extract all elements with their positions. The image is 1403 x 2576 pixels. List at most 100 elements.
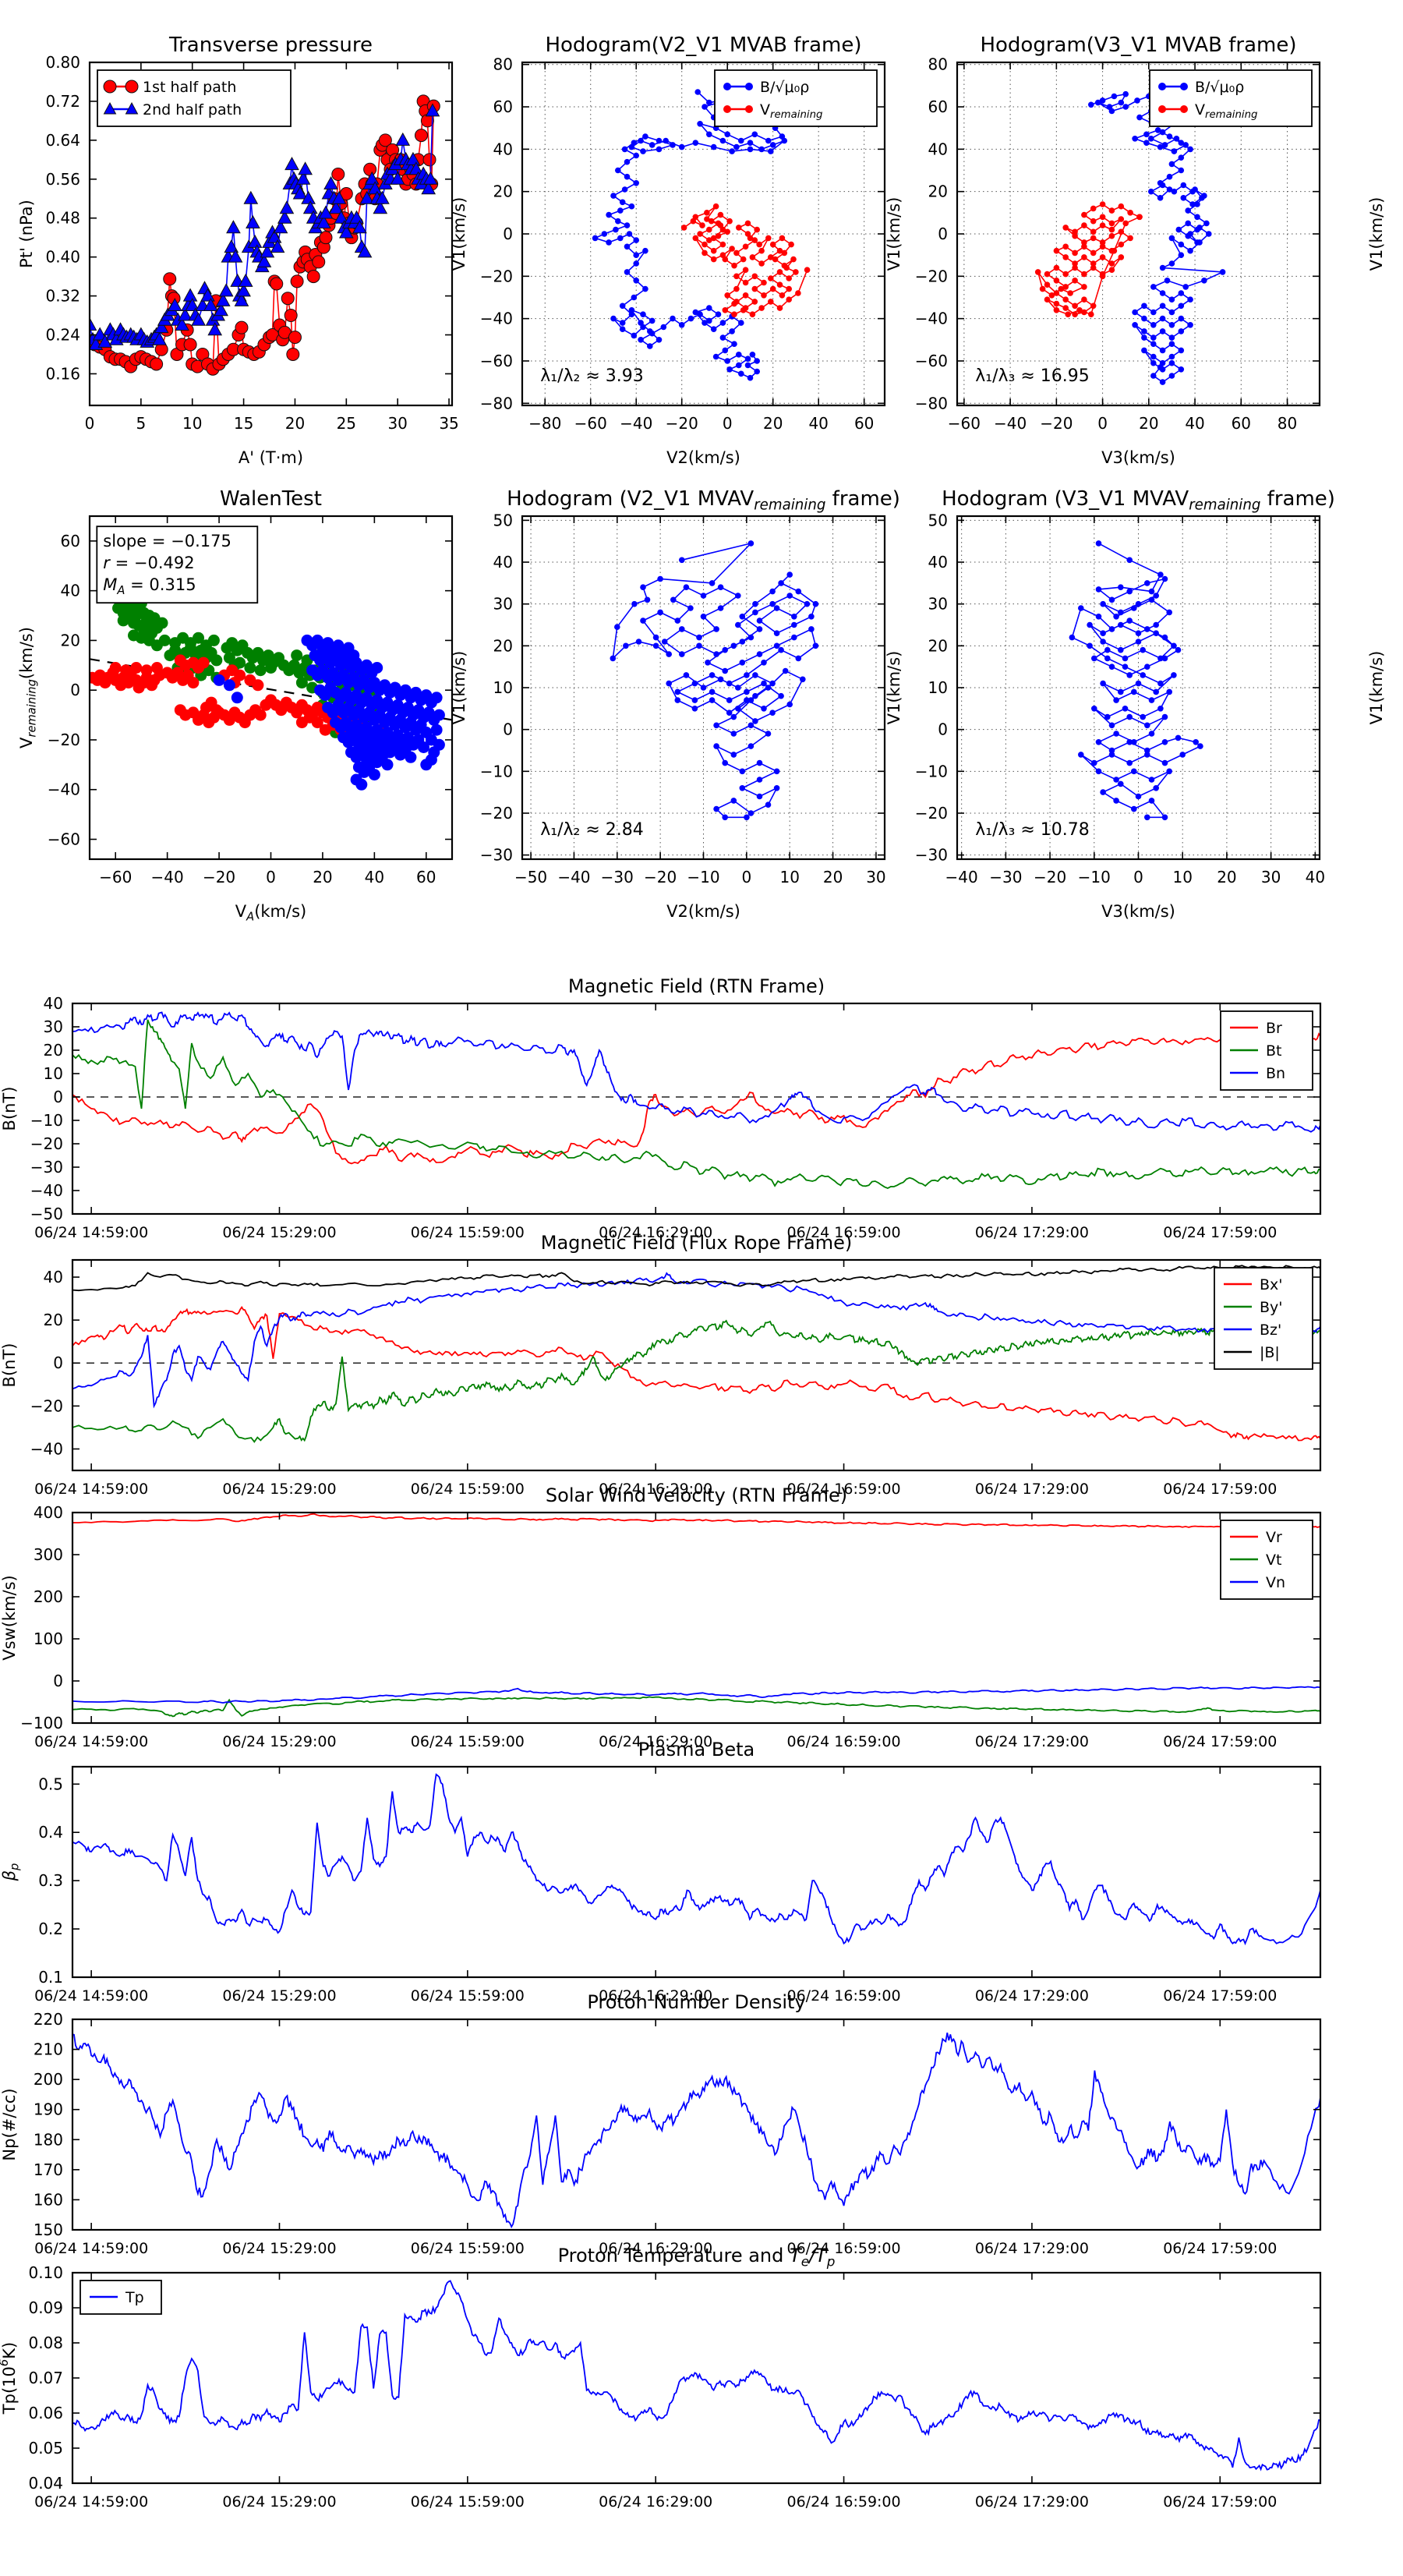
triangle-marker xyxy=(277,210,292,224)
ytick-label: −40 xyxy=(30,1181,63,1200)
legend-label-2: Bz' xyxy=(1260,1322,1281,1339)
ytick-label: 40 xyxy=(493,140,513,158)
point xyxy=(740,256,747,263)
point xyxy=(726,366,733,373)
point xyxy=(729,246,735,252)
point xyxy=(1090,218,1097,225)
point xyxy=(786,571,793,578)
point xyxy=(726,709,733,716)
circle-marker xyxy=(288,331,302,345)
xtick-label: 06/24 17:59:00 xyxy=(1163,1987,1277,2005)
point xyxy=(1118,254,1125,260)
ytick-label: 0.16 xyxy=(45,364,80,383)
triangle-marker xyxy=(357,244,373,258)
circle-marker xyxy=(312,255,326,269)
ytick-label: 40 xyxy=(61,582,80,600)
xtick-label: 20 xyxy=(285,414,305,433)
b_rtn-ylabel: B(nT) xyxy=(0,1087,19,1131)
point xyxy=(640,617,646,624)
point xyxy=(1150,322,1157,328)
point xyxy=(1219,269,1226,275)
ytick-label: 10 xyxy=(493,678,513,697)
xtick-label: 06/24 16:29:00 xyxy=(599,1733,712,1750)
point xyxy=(1159,129,1166,136)
point xyxy=(1090,228,1097,235)
point xyxy=(1091,655,1097,662)
point xyxy=(739,660,746,666)
point xyxy=(776,247,783,254)
point xyxy=(405,751,417,763)
point xyxy=(628,311,635,318)
point xyxy=(674,697,681,703)
ytick-label: 20 xyxy=(928,636,948,655)
ytick-label: −30 xyxy=(30,1158,63,1177)
ytick-label: 40 xyxy=(493,553,513,571)
triangle-marker xyxy=(375,190,390,204)
point xyxy=(812,600,819,607)
xtick-label: 06/24 14:59:00 xyxy=(34,2493,148,2511)
point xyxy=(1136,214,1143,221)
point xyxy=(1081,222,1087,228)
xtick-label: 06/24 14:59:00 xyxy=(34,1481,148,1498)
point xyxy=(751,273,758,280)
point xyxy=(729,148,735,154)
annotation-line-0: slope = −0.175 xyxy=(103,532,231,550)
vsw-ylabel: Vsw(km/s) xyxy=(0,1575,19,1661)
point xyxy=(1180,182,1187,189)
point xyxy=(719,241,726,248)
xtick-label: 06/24 15:29:00 xyxy=(222,1987,336,2005)
triangle-marker xyxy=(373,200,388,214)
point xyxy=(1132,136,1138,142)
point xyxy=(1072,303,1078,310)
point xyxy=(1187,296,1193,303)
legend-label-0: Vr xyxy=(1266,1529,1282,1546)
point xyxy=(713,626,719,632)
panel-np: 06/24 14:59:00 06/24 15:29:00 06/24 15:59:… xyxy=(0,1991,1322,2257)
tp-title: Proton Temperature and Te/Tp xyxy=(558,2245,836,2269)
point xyxy=(1159,328,1166,334)
point xyxy=(1144,752,1150,758)
point xyxy=(1161,814,1168,821)
point xyxy=(1090,249,1097,257)
ytick-label: −30 xyxy=(915,846,948,865)
legend-label-0: 1st half path xyxy=(143,79,236,96)
p6-ylabel: V1(km/s) xyxy=(885,651,903,725)
legend-label-2: Bn xyxy=(1266,1065,1285,1082)
xtick-label: 06/24 16:29:00 xyxy=(599,2240,712,2257)
point xyxy=(640,584,646,590)
point xyxy=(1143,131,1150,138)
point xyxy=(1062,271,1069,278)
point xyxy=(1111,93,1118,100)
point xyxy=(1159,182,1166,189)
point xyxy=(1140,646,1146,653)
point xyxy=(1088,101,1094,108)
point xyxy=(631,332,638,339)
point xyxy=(1157,195,1164,201)
ytick-label: 0.72 xyxy=(45,92,80,111)
axes-frame xyxy=(71,1002,1322,1215)
ytick-label: 20 xyxy=(493,182,513,201)
point xyxy=(739,614,746,620)
point xyxy=(619,326,626,333)
ytick-label: 50 xyxy=(928,511,948,529)
point xyxy=(1132,309,1138,316)
point xyxy=(1058,285,1065,292)
point xyxy=(648,142,656,148)
point xyxy=(1100,639,1106,645)
point xyxy=(678,322,685,328)
point xyxy=(1148,588,1155,595)
ytick-label: 0.80 xyxy=(45,53,80,72)
point xyxy=(1072,260,1078,267)
triangle-marker xyxy=(267,229,282,243)
point xyxy=(700,614,707,620)
point xyxy=(117,614,129,627)
point xyxy=(706,131,712,138)
point xyxy=(791,614,797,620)
annotation-box xyxy=(96,525,259,604)
b_rtn-title: Magnetic Field (RTN Frame) xyxy=(568,975,825,997)
xtick-label: 06/24 15:59:00 xyxy=(411,1481,525,1498)
point xyxy=(1150,353,1157,360)
point xyxy=(430,724,443,736)
point xyxy=(1100,630,1106,636)
ytick-label: 10 xyxy=(44,1064,63,1083)
